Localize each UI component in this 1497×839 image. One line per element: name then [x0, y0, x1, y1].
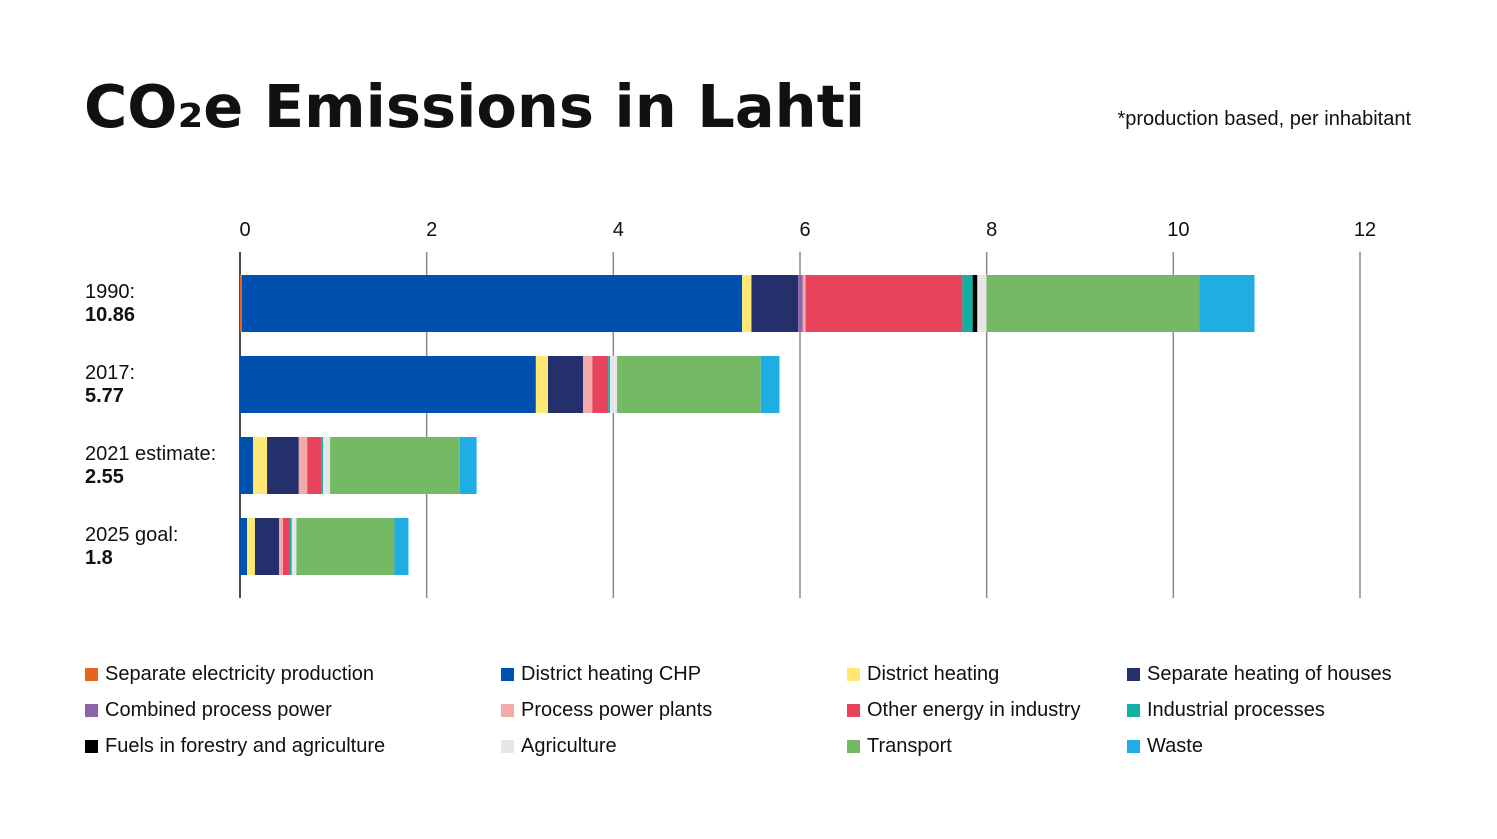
bar-segment	[394, 518, 409, 575]
legend-swatch	[1127, 704, 1140, 717]
category-total: 10.86	[85, 304, 136, 326]
bar-segment	[240, 437, 254, 494]
bar-segment	[535, 356, 548, 413]
bar-segment	[289, 518, 292, 575]
bar-segment	[805, 275, 963, 332]
legend-label: Agriculture	[521, 735, 617, 757]
bar-segment	[291, 518, 297, 575]
category-name: 2017:	[85, 362, 136, 384]
legend-label: Transport	[867, 735, 952, 757]
bar-segment	[330, 437, 460, 494]
category-total: 1.8	[85, 547, 113, 569]
bar-segment	[986, 275, 1200, 332]
legend-item: Industrial processes	[1127, 699, 1325, 722]
bar-segment	[459, 437, 477, 494]
bar-segment	[241, 275, 743, 332]
x-tick-label: 4	[613, 219, 624, 241]
legend-label: Waste	[1147, 735, 1203, 757]
bar-segment	[267, 437, 299, 494]
category-total: 2.55	[85, 466, 124, 488]
x-tick-label: 8	[986, 219, 997, 241]
legend-item: Process power plants	[501, 699, 712, 722]
legend-swatch	[85, 704, 98, 717]
chart-title: CO₂e Emissions in Lahti	[84, 72, 866, 141]
legend-item: Fuels in forestry and agriculture	[85, 735, 385, 758]
legend-item: District heating	[847, 663, 999, 686]
category-name: 2025 goal:	[85, 524, 179, 546]
legend-item: Agriculture	[501, 735, 617, 758]
legend-item: District heating CHP	[501, 663, 701, 686]
bar-segment	[253, 437, 268, 494]
legend-swatch	[1127, 740, 1140, 753]
chart-subtitle: *production based, per inhabitant	[1117, 108, 1411, 130]
x-tick-label: 10	[1167, 219, 1189, 241]
bar-segment	[760, 356, 780, 413]
bar-segment	[608, 356, 611, 413]
bar-segment	[240, 518, 247, 575]
legend-item: Other energy in industry	[847, 699, 1080, 722]
legend-swatch	[501, 740, 514, 753]
bar-segment	[323, 437, 331, 494]
legend-label: Combined process power	[105, 699, 332, 721]
legend-item: Transport	[847, 735, 952, 758]
bar-segment	[548, 356, 583, 413]
legend-item: Separate electricity production	[85, 663, 374, 686]
legend-swatch	[85, 668, 98, 681]
legend-label: Fuels in forestry and agriculture	[105, 735, 386, 757]
bar-segment	[254, 518, 280, 575]
x-tick-label: 2	[426, 219, 437, 241]
bar-segment	[307, 437, 322, 494]
legend-label: Process power plants	[521, 699, 713, 721]
legend-label: Other energy in industry	[867, 699, 1081, 721]
legend-swatch	[1127, 668, 1140, 681]
legend-swatch	[501, 668, 514, 681]
legend-swatch	[847, 740, 860, 753]
bar-segment	[240, 356, 536, 413]
category-label: 2021 estimate: 2.55	[85, 443, 216, 489]
bar-segment	[798, 275, 803, 332]
legend-label: Separate electricity production	[105, 663, 375, 685]
legend-swatch	[847, 704, 860, 717]
x-tick-label: 6	[799, 219, 810, 241]
legend-label: Industrial processes	[1147, 699, 1325, 721]
bar-segment	[802, 275, 806, 332]
bar-segment	[962, 275, 973, 332]
category-total: 5.77	[85, 385, 124, 407]
legend-label: District heating CHP	[521, 663, 702, 685]
bar-segment	[592, 356, 609, 413]
legend-item: Combined process power	[85, 699, 332, 722]
bar-segment	[240, 275, 242, 332]
bar-segment	[617, 356, 761, 413]
legend-label: District heating	[867, 663, 1000, 685]
bar-segment	[610, 356, 618, 413]
legend-label: Separate heating of houses	[1147, 663, 1392, 685]
category-label: 1990: 10.86	[85, 281, 135, 327]
legend-swatch	[85, 740, 98, 753]
category-label: 2017: 5.77	[85, 362, 135, 408]
bar-segment	[282, 518, 289, 575]
bar-segment	[583, 356, 593, 413]
category-label: 2025 goal: 1.8	[85, 524, 178, 570]
legend-item: Separate heating of houses	[1127, 663, 1392, 686]
legend-item: Waste	[1127, 735, 1203, 758]
bar-segment	[1199, 275, 1255, 332]
bar-segment	[972, 275, 978, 332]
bar-segment	[279, 518, 283, 575]
bar-segment	[296, 518, 395, 575]
category-name: 1990:	[85, 281, 136, 303]
bar-segment	[298, 437, 308, 494]
bar-segment	[977, 275, 987, 332]
category-name: 2021 estimate:	[85, 443, 217, 465]
bar-segment	[321, 437, 324, 494]
bar-segment	[247, 518, 255, 575]
bar-segment	[742, 275, 752, 332]
x-tick-label: 12	[1354, 219, 1376, 241]
bar-segment	[751, 275, 799, 332]
x-tick-label: 0	[239, 219, 250, 241]
legend-swatch	[501, 704, 514, 717]
legend-swatch	[847, 668, 860, 681]
